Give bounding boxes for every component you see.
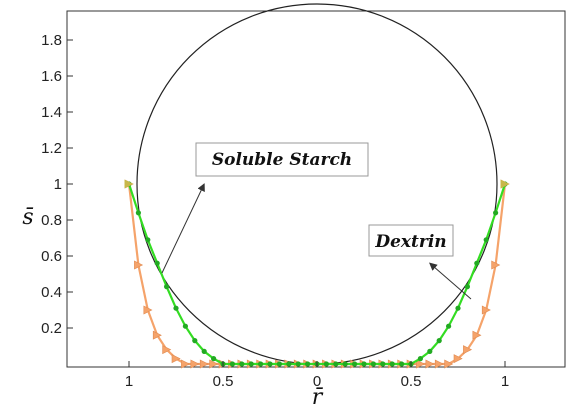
data-point: [164, 284, 170, 290]
data-point: [446, 323, 452, 329]
data-point: [134, 260, 144, 270]
y-ticks: 0.2 0.4 0.6 0.8 1 1.2 1.4 1.6 1.8: [41, 32, 73, 337]
data-point: [182, 323, 188, 329]
annotation-box: [195, 142, 369, 177]
annotation-soluble-starch: Soluble Starch: [161, 142, 369, 274]
data-point: [162, 345, 172, 355]
data-point: [491, 260, 501, 270]
annotation-text: Dextrin: [374, 232, 446, 252]
y-tick-label: 0.4: [41, 284, 62, 301]
data-point: [152, 330, 162, 340]
endpoint-marker: [500, 179, 510, 189]
data-point: [370, 361, 376, 367]
y-tick-label: 0.8: [41, 212, 62, 229]
data-point: [181, 359, 191, 369]
data-point: [173, 305, 179, 311]
data-point: [417, 356, 423, 362]
y-tick-label: 1: [54, 176, 62, 193]
data-point: [154, 260, 160, 266]
y-tick-label: 1.4: [41, 104, 62, 121]
x-ticks: 1 0.5 0 0.5 1: [125, 361, 509, 390]
annotations: Soluble Starch Dextrin: [161, 142, 472, 300]
x-axis-label: r̄: [312, 385, 324, 409]
y-tick-label: 0.2: [41, 320, 62, 337]
data-point: [192, 338, 198, 344]
x-tick-label: 0: [313, 373, 321, 390]
data-point: [190, 359, 200, 369]
y-tick-label: 1.6: [41, 68, 62, 85]
x-tick-label: 0.5: [401, 373, 422, 390]
data-point: [171, 354, 181, 364]
axes-box: [66, 10, 566, 368]
data-point: [493, 210, 499, 216]
x-tick-label: 0.5: [213, 373, 234, 390]
annotation-arrow: [161, 183, 205, 274]
y-tick-label: 1.2: [41, 140, 62, 157]
data-point: [248, 361, 254, 367]
data-point: [305, 361, 311, 367]
y-tick-label: 1.8: [41, 32, 62, 49]
data-point: [474, 260, 480, 266]
data-point: [135, 210, 141, 216]
annotation-arrow: [429, 262, 472, 300]
data-point: [453, 354, 463, 364]
data-point: [267, 361, 273, 367]
x-tick-label: 1: [125, 373, 133, 390]
data-point: [399, 361, 405, 367]
data-point: [483, 237, 489, 243]
data-point: [455, 305, 461, 311]
annotation-dextrin: Dextrin: [368, 224, 472, 300]
data-point: [464, 284, 470, 290]
y-tick-label: 0.6: [41, 248, 62, 265]
data-point: [199, 359, 209, 369]
data-point: [463, 345, 473, 355]
data-point: [361, 361, 367, 367]
data-point: [472, 330, 482, 340]
data-point: [286, 361, 292, 367]
data-point: [342, 361, 348, 367]
data-point: [209, 359, 219, 369]
y-axis-label: s̄: [22, 205, 33, 230]
data-point: [481, 305, 491, 315]
data-point: [229, 361, 235, 367]
data-point: [425, 359, 435, 369]
data-point: [427, 348, 433, 354]
data-point: [416, 359, 426, 369]
data-point: [434, 359, 444, 369]
data-point: [333, 361, 339, 367]
data-point: [444, 359, 454, 369]
annotation-box: [368, 224, 454, 257]
data-point: [276, 361, 282, 367]
data-point: [211, 356, 217, 362]
data-point: [258, 361, 264, 367]
data-point: [389, 361, 395, 367]
data-point: [323, 361, 329, 367]
data-point: [436, 338, 442, 344]
data-point: [380, 361, 386, 367]
data-point: [201, 348, 207, 354]
data-point: [143, 305, 153, 315]
endpoint-marker: [124, 179, 134, 189]
data-point: [295, 361, 301, 367]
data-point: [145, 237, 151, 243]
annotation-text: Soluble Starch: [212, 150, 352, 170]
x-tick-label: 1: [501, 373, 509, 390]
data-point: [352, 361, 358, 367]
data-point: [239, 361, 245, 367]
